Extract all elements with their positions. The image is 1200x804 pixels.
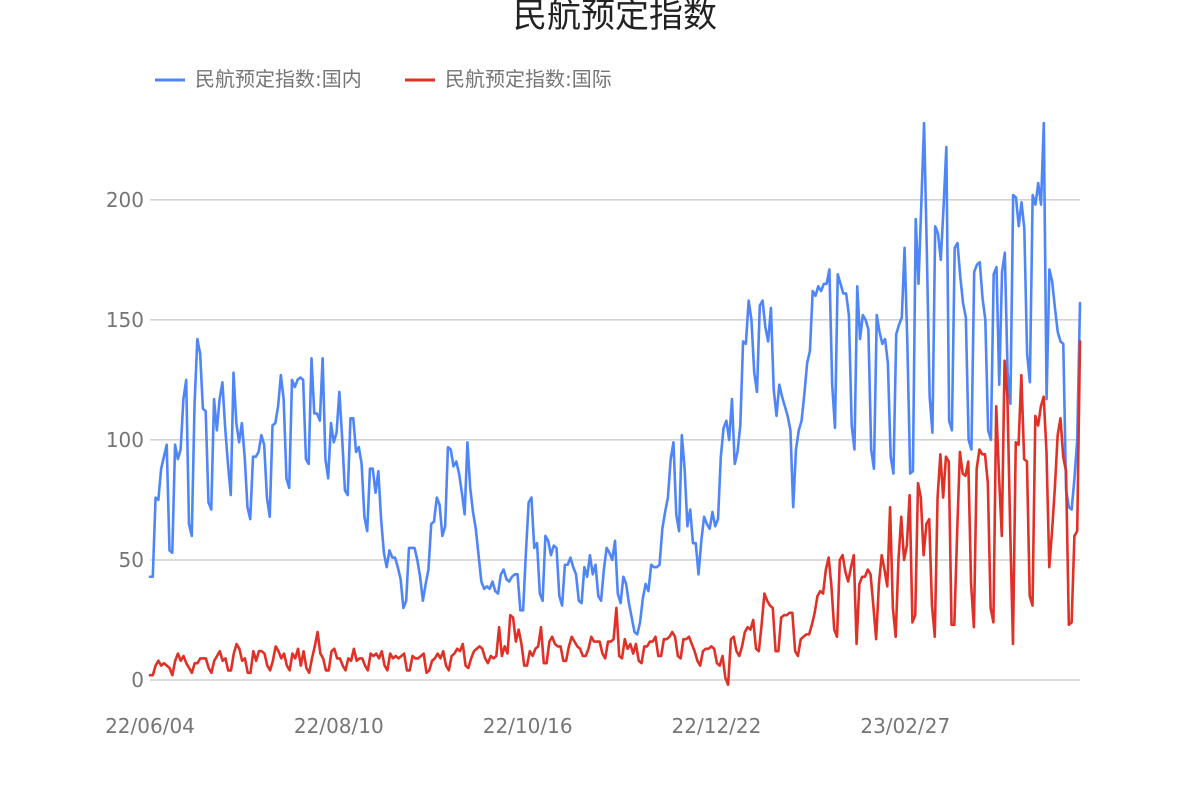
series-line-domestic (148, 121, 1082, 636)
legend-label: 民航预定指数:国际 (445, 67, 612, 91)
x-tick-label: 23/02/27 (860, 714, 950, 738)
legend: 民航预定指数:国内 民航预定指数:国际 (155, 67, 612, 91)
x-tick-label: 22/12/22 (672, 714, 762, 738)
chart-title: 民航预定指数 (513, 0, 717, 36)
legend-item: 民航预定指数:国际 (405, 67, 612, 91)
y-tick-label: 150 (106, 308, 144, 332)
legend-label: 民航预定指数:国内 (195, 67, 362, 91)
x-tick-label: 22/10/16 (483, 714, 573, 738)
y-axis: 0 50 100 150 200 (106, 188, 144, 692)
series-line-international (148, 340, 1082, 687)
y-tick-label: 50 (119, 548, 144, 572)
legend-item: 民航预定指数:国内 (155, 67, 362, 91)
x-tick-label: 22/08/10 (294, 714, 384, 738)
plot-area (148, 121, 1082, 687)
y-tick-label: 200 (106, 188, 144, 212)
y-tick-label: 100 (106, 428, 144, 452)
x-axis: 22/06/04 22/08/10 22/10/16 22/12/22 23/02/27 (105, 714, 950, 738)
y-tick-label: 0 (131, 668, 144, 692)
x-tick-label: 22/06/04 (105, 714, 195, 738)
